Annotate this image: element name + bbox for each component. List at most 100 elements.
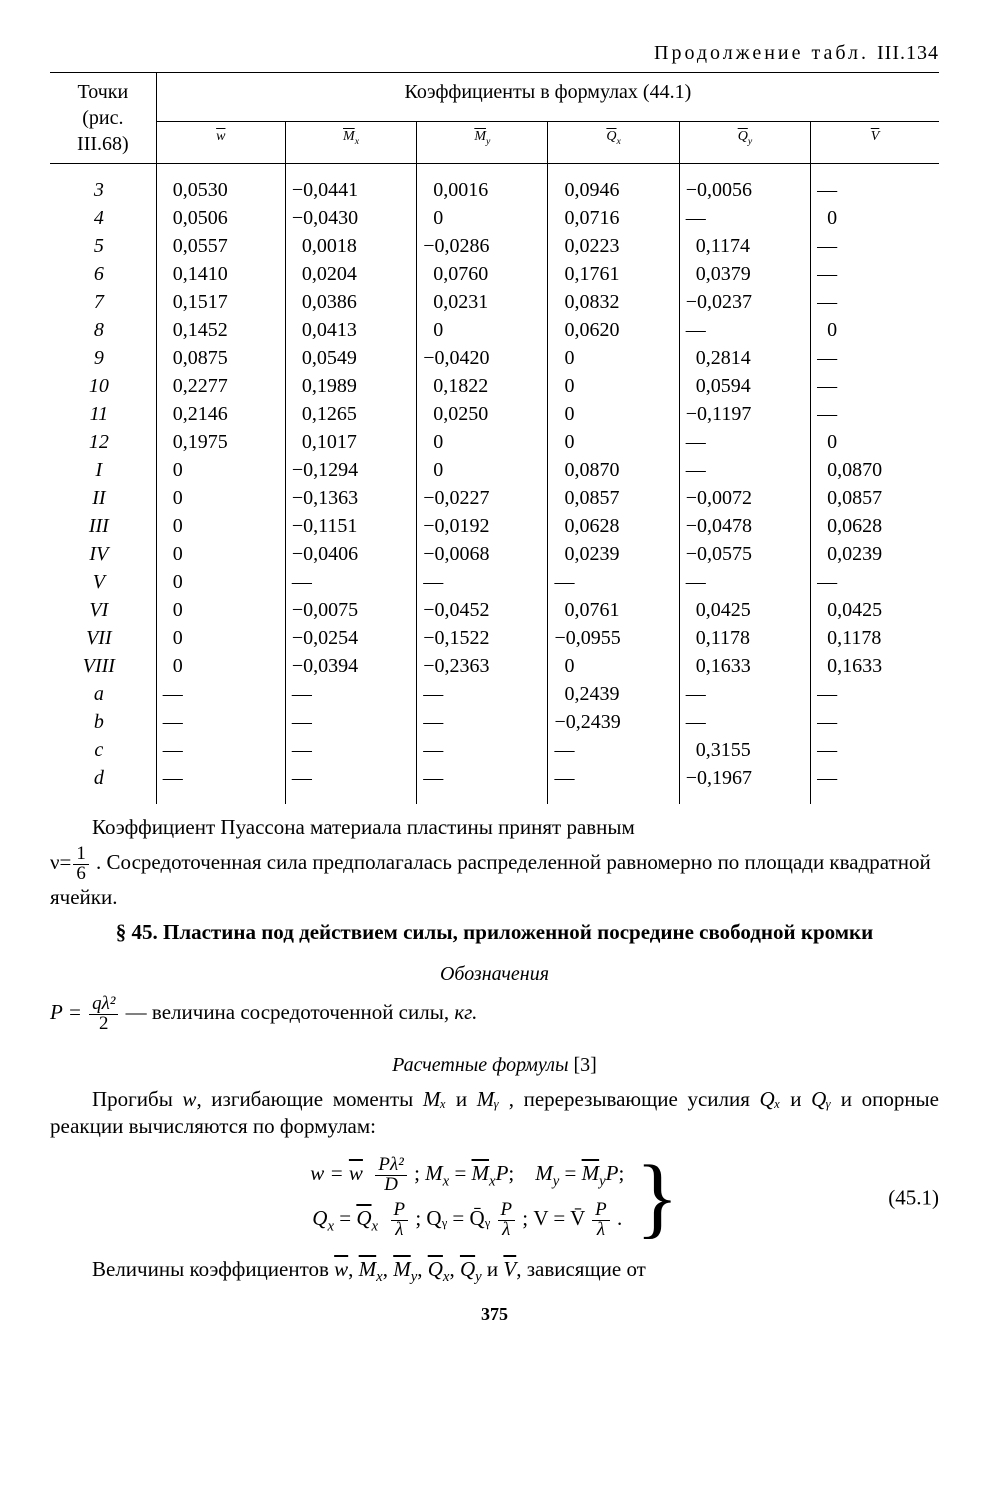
paragraph-coeffs: Величины коэффициентов w, Mx, My, Qx, Qy… (50, 1256, 939, 1287)
point-cell: 5 (50, 232, 156, 260)
value-cell: 0,1178 (811, 624, 939, 652)
value-cell: 0,0870 (811, 456, 939, 484)
value-cell: — (156, 736, 285, 764)
value-cell: 0,0946 (548, 176, 679, 204)
table-row: III 0−0,1151−0,0192 0,0628−0,0478 0,0628 (50, 512, 939, 540)
value-cell: 0,1410 (156, 260, 285, 288)
value-cell: — (156, 764, 285, 792)
points-header: Точки (рис. III.68) (50, 73, 156, 164)
value-cell: — (679, 708, 810, 736)
table-row: VII 0−0,0254−0,1522−0,0955 0,1178 0,1178 (50, 624, 939, 652)
value-cell: 0 (548, 428, 679, 456)
value-cell: 0 (156, 540, 285, 568)
point-cell: 7 (50, 288, 156, 316)
value-cell: −0,1197 (679, 400, 810, 428)
value-cell: 0,0379 (679, 260, 810, 288)
coefficients-table: Точки (рис. III.68) Коэффициенты в форму… (50, 72, 939, 804)
value-cell: 0,2439 (548, 680, 679, 708)
value-cell: — (679, 680, 810, 708)
page-number: 375 (50, 1303, 939, 1326)
value-cell: — (811, 344, 939, 372)
value-cell: 0,0204 (285, 260, 416, 288)
value-cell: 0,0018 (285, 232, 416, 260)
point-cell: VIII (50, 652, 156, 680)
value-cell: — (811, 288, 939, 316)
value-cell: — (811, 176, 939, 204)
value-cell: −0,0575 (679, 540, 810, 568)
value-cell: — (811, 708, 939, 736)
value-cell: 0,0594 (679, 372, 810, 400)
value-cell: 0,0549 (285, 344, 416, 372)
subhead-formulas: Расчетные формулы [3] (50, 1052, 939, 1078)
value-cell: 0,0832 (548, 288, 679, 316)
point-cell: 6 (50, 260, 156, 288)
value-cell: — (811, 372, 939, 400)
value-cell: — (811, 764, 939, 792)
point-cell: 12 (50, 428, 156, 456)
value-cell: — (417, 568, 548, 596)
table-row: IV 0−0,0406−0,0068 0,0239−0,0575 0,0239 (50, 540, 939, 568)
cont-word: Продолжение (654, 42, 803, 64)
table-row: 9 0,0875 0,0549−0,0420 0 0,2814— (50, 344, 939, 372)
value-cell: −0,0237 (679, 288, 810, 316)
value-cell: 0 (417, 204, 548, 232)
value-cell: −0,0955 (548, 624, 679, 652)
value-cell: 0,1975 (156, 428, 285, 456)
value-cell: 0,0557 (156, 232, 285, 260)
value-cell: — (156, 708, 285, 736)
value-cell: −0,0056 (679, 176, 810, 204)
point-cell: b (50, 708, 156, 736)
value-cell: 0 (811, 316, 939, 344)
value-cell: 0 (156, 512, 285, 540)
value-cell: — (679, 456, 810, 484)
value-cell: 0,0425 (811, 596, 939, 624)
value-cell: — (679, 204, 810, 232)
value-cell: — (285, 736, 416, 764)
value-cell: — (548, 764, 679, 792)
value-cell: — (417, 680, 548, 708)
value-cell: 0 (811, 204, 939, 232)
table-row: V 0————— (50, 568, 939, 596)
cont-tabl: табл. (811, 42, 869, 64)
value-cell: 0,0761 (548, 596, 679, 624)
formula-block-45-1: w = w Pλ²D ; Mx = MxP; My = MyP; Qx = Qx… (50, 1150, 939, 1246)
value-cell: 0,1517 (156, 288, 285, 316)
point-cell: 11 (50, 400, 156, 428)
value-cell: 0 (417, 316, 548, 344)
value-cell: 0,0628 (811, 512, 939, 540)
table-row: VIII 0−0,0394−0,2363 0 0,1633 0,1633 (50, 652, 939, 680)
table-row: c———— 0,3155— (50, 736, 939, 764)
value-cell: 0,0386 (285, 288, 416, 316)
value-cell: — (285, 708, 416, 736)
value-cell: 0,0413 (285, 316, 416, 344)
value-cell: 0 (156, 568, 285, 596)
point-cell: V (50, 568, 156, 596)
value-cell: −0,2363 (417, 652, 548, 680)
equation-number: (45.1) (888, 1184, 939, 1211)
point-cell: 3 (50, 176, 156, 204)
value-cell: 0,2146 (156, 400, 285, 428)
value-cell: 0,0760 (417, 260, 548, 288)
value-cell: −0,1151 (285, 512, 416, 540)
value-cell: — (285, 568, 416, 596)
point-cell: 8 (50, 316, 156, 344)
table-row: 7 0,1517 0,0386 0,0231 0,0832−0,0237— (50, 288, 939, 316)
value-cell: 0 (156, 456, 285, 484)
value-cell: — (679, 428, 810, 456)
point-cell: 4 (50, 204, 156, 232)
value-cell: — (679, 316, 810, 344)
value-cell: 0,1633 (811, 652, 939, 680)
value-cell: 0,0870 (548, 456, 679, 484)
brace-icon: } (636, 1153, 679, 1243)
group-header: Коэффициенты в формулах (44.1) (156, 73, 939, 122)
value-cell: −0,0406 (285, 540, 416, 568)
col-mx: Mx (285, 121, 416, 163)
continuation-label: Продолжение табл. III.134 (50, 40, 939, 66)
value-cell: 0,2277 (156, 372, 285, 400)
point-cell: a (50, 680, 156, 708)
value-cell: 0 (548, 372, 679, 400)
value-cell: −0,0072 (679, 484, 810, 512)
value-cell: 0 (548, 400, 679, 428)
frac-nu: 16 (73, 845, 88, 884)
col-qx: Qx (548, 121, 679, 163)
